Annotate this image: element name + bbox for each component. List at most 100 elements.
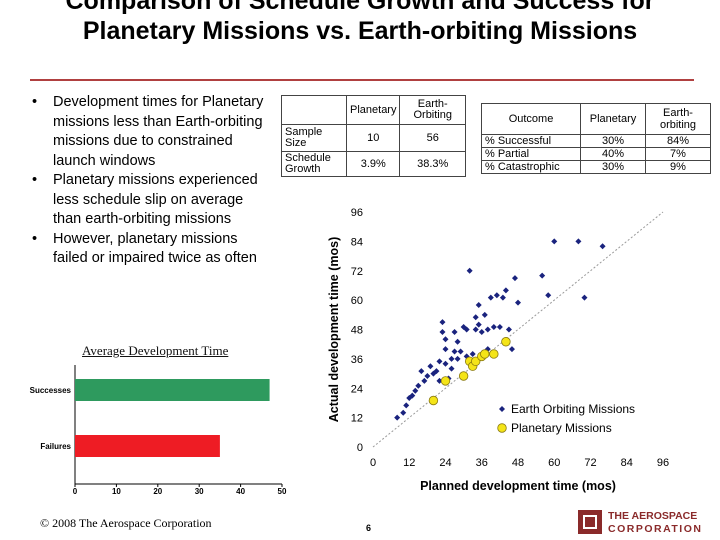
x-tick-label: 24	[439, 457, 451, 469]
x-tick-label: 0	[370, 457, 376, 469]
earth-mission-point	[515, 299, 521, 306]
earth-mission-point	[496, 324, 503, 331]
earth-mission-point	[439, 319, 446, 326]
earth-mission-point	[539, 272, 546, 279]
scatter-chart: 0 12 24 36 48 60 72 84 96 0 12 24 36 48 60 72 84 96 Planne…	[327, 207, 669, 493]
y-tick-label: 84	[351, 236, 363, 248]
bar-category-label: Successes	[30, 386, 72, 395]
bar-category-label: Failures	[40, 442, 71, 451]
table-cell: 30%	[580, 160, 646, 174]
earth-mission-point	[418, 368, 425, 375]
y-tick-label: 72	[351, 266, 363, 278]
bullet-list: Development times for Planetary missions…	[30, 93, 270, 269]
earth-mission-point	[478, 328, 485, 335]
earth-mission-point	[472, 314, 479, 321]
earth-mission-point	[466, 267, 473, 274]
earth-mission-point	[581, 294, 588, 301]
earth-mission-point	[545, 292, 552, 299]
table-row: Sample Size 10 56	[281, 124, 466, 152]
table-cell: % Catastrophic	[480, 160, 582, 174]
y-tick-label: 24	[351, 383, 363, 395]
table-cell: 84%	[645, 134, 711, 148]
earth-mission-point	[469, 350, 476, 357]
bar-x-tick-label: 30	[195, 487, 204, 496]
earth-mission-point	[427, 363, 434, 370]
table-row: % Catastrophic 30% 9%	[480, 160, 711, 174]
table-row: % Successful 30% 84%	[480, 134, 711, 148]
earth-mission-point	[575, 238, 582, 245]
y-tick-label: 48	[351, 325, 363, 337]
bar-successes	[75, 379, 270, 401]
earth-mission-point	[502, 287, 509, 294]
table-cell: 40%	[580, 147, 646, 161]
earth-mission-point	[400, 409, 407, 416]
y-tick-label: 0	[357, 442, 363, 454]
legend-earth-label: Earth Orbiting Missions	[511, 402, 635, 416]
x-axis-label: Planned development time (mos)	[420, 479, 616, 493]
logo-text: CORPORATION	[608, 523, 703, 535]
logo-mark-icon	[578, 510, 602, 534]
earth-mission-point	[436, 358, 443, 365]
earth-mission-point	[421, 377, 428, 384]
planetary-mission-point	[501, 337, 511, 347]
bullet-item: However, planetary missions failed or im…	[30, 230, 270, 269]
x-tick-label: 84	[621, 457, 633, 469]
earth-mission-point	[490, 324, 497, 331]
earth-mission-point	[475, 321, 482, 328]
earth-mission-point	[424, 373, 431, 380]
x-tick-label: 72	[584, 457, 596, 469]
earth-mission-point	[487, 294, 494, 301]
table-cell: % Partial	[480, 147, 582, 161]
earth-mission-point	[481, 311, 488, 318]
bullet-item: Planetary missions experienced less sche…	[30, 171, 270, 230]
y-tick-label: 36	[351, 354, 363, 366]
table-header-row: Outcome Planetary Earth-orbiting	[480, 103, 711, 135]
earth-mission-point	[511, 275, 518, 282]
bar-x-tick-label: 40	[236, 487, 245, 496]
earth-mission-point	[448, 365, 455, 372]
earth-mission-point	[499, 294, 506, 301]
planetary-mission-point	[428, 395, 439, 406]
y-axis-label: Actual development time (mos)	[327, 237, 341, 422]
table-cell: % Successful	[480, 134, 582, 148]
table-header-row: Planetary Earth-Orbiting	[281, 95, 466, 125]
earth-mission-point	[442, 346, 449, 353]
earth-mission-point	[394, 414, 401, 421]
bar-failures	[75, 435, 220, 457]
x-tick-label: 96	[657, 457, 669, 469]
table-cell: Outcome	[480, 103, 582, 135]
logo-text: THE AEROSPACE	[608, 510, 698, 522]
table-cell: 3.9%	[345, 151, 401, 177]
copyright: © 2008 The Aerospace Corporation	[40, 516, 212, 530]
bar-x-tick-label: 50	[278, 487, 287, 496]
table-row: Schedule Growth 3.9% 38.3%	[281, 151, 466, 177]
earth-mission-point	[508, 346, 515, 353]
legend-box	[488, 398, 660, 440]
earth-mission-point	[472, 326, 479, 333]
bar-chart: 0 10 20 30 40 50 Successes Failures	[30, 365, 287, 496]
earth-mission-point	[433, 368, 440, 375]
earth-mission-point	[451, 348, 458, 355]
table-cell: 56	[399, 124, 466, 152]
table-cell: 38.3%	[399, 151, 466, 177]
schedule-growth-table: Planetary Earth-Orbiting Sample Size 10 …	[281, 95, 466, 177]
planetary-mission-point	[471, 356, 481, 367]
earth-mission-point	[475, 302, 482, 309]
earth-mission-point	[409, 392, 416, 399]
table-row: % Partial 40% 7%	[480, 147, 711, 161]
x-tick-label: 48	[512, 457, 524, 469]
earth-mission-point	[415, 382, 422, 389]
earth-mission-point	[505, 326, 512, 333]
earth-mission-point	[493, 292, 500, 299]
legend-planetary-marker	[497, 423, 507, 433]
table-cell: Earth-orbiting	[645, 103, 711, 135]
planetary-mission-point	[480, 349, 490, 359]
earth-mission-point	[442, 336, 449, 343]
table-cell: Planetary	[345, 95, 401, 125]
table-cell: Earth-Orbiting	[399, 95, 466, 125]
earth-mission-point	[457, 348, 464, 355]
x-tick-label: 12	[403, 457, 415, 469]
table-cell: Schedule Growth	[281, 151, 347, 177]
x-tick-label: 60	[548, 457, 560, 469]
